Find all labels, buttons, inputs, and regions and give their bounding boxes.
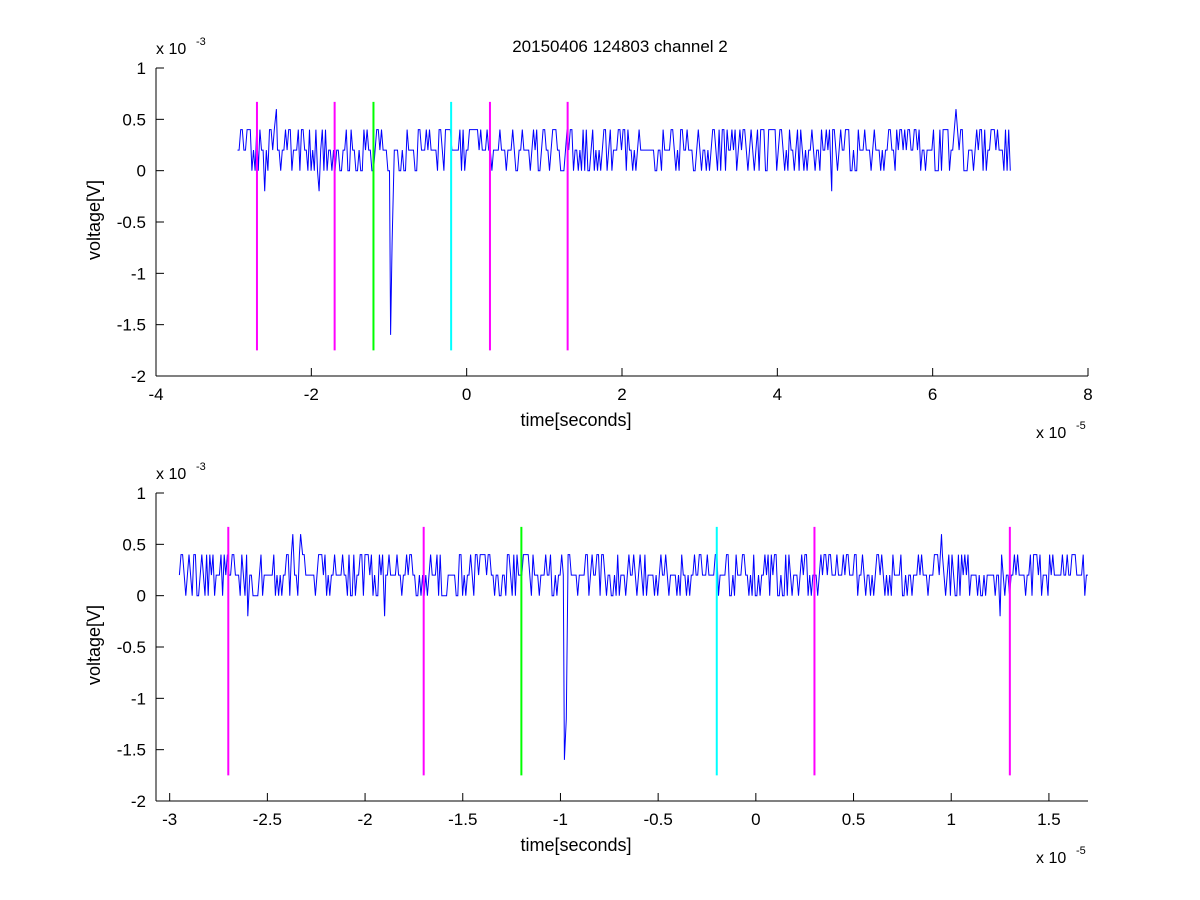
y-tick-label: -1.5 <box>117 316 146 335</box>
y-tick-label: -0.5 <box>117 213 146 232</box>
x-tick-label: -2.5 <box>253 810 282 829</box>
x-tick-label: 1 <box>946 810 955 829</box>
x-tick-label: -1.5 <box>448 810 477 829</box>
x-tick-label: 2 <box>617 385 626 404</box>
x-axis-label: time[seconds] <box>520 835 631 855</box>
x-tick-label: -4 <box>148 385 163 404</box>
x-tick-label: 6 <box>928 385 937 404</box>
y-multiplier-label: x 10 <box>156 466 186 483</box>
x-tick-label: -1 <box>553 810 568 829</box>
top-plot: -4 -2 0 2 4 6 8-2-1.5-1-0.500.51x 10 -3x 10 -5ti… <box>84 36 1093 442</box>
x-tick-label: 0 <box>751 810 760 829</box>
y-tick-label: -1.5 <box>117 741 146 760</box>
y-tick-label: -1 <box>131 689 146 708</box>
y-tick-label: 1 <box>137 59 146 78</box>
y-tick-label: 0 <box>137 587 146 606</box>
x-tick-label: -2 <box>304 385 319 404</box>
y-axis-label: voltage[V] <box>84 180 104 260</box>
y-tick-label: -1 <box>131 264 146 283</box>
y-tick-label: -0.5 <box>117 638 146 657</box>
x-tick-label: 8 <box>1083 385 1092 404</box>
x-tick-label: 1.5 <box>1037 810 1061 829</box>
y-tick-label: 0 <box>137 162 146 181</box>
x-tick-label: 4 <box>773 385 782 404</box>
voltage-trace <box>237 109 1011 335</box>
y-multiplier-exponent: -3 <box>196 36 206 48</box>
x-multiplier-exponent: -5 <box>1076 420 1086 432</box>
x-multiplier-label: x 10 <box>1036 425 1066 442</box>
y-tick-label: 1 <box>137 484 146 503</box>
y-multiplier-exponent: -3 <box>196 461 206 473</box>
voltage-trace <box>178 534 1088 760</box>
chart-title: 20150406 124803 channel 2 <box>512 37 728 56</box>
x-multiplier-label: x 10 <box>1036 850 1066 867</box>
y-tick-label: 0.5 <box>122 110 146 129</box>
y-multiplier-label: x 10 <box>156 41 186 58</box>
x-axis-label: time[seconds] <box>520 410 631 430</box>
x-tick-label: -2 <box>358 810 373 829</box>
x-tick-label: -3 <box>162 810 177 829</box>
x-tick-label: 0.5 <box>842 810 866 829</box>
y-tick-label: -2 <box>131 792 146 811</box>
x-multiplier-exponent: -5 <box>1076 845 1086 857</box>
y-tick-label: 0.5 <box>122 535 146 554</box>
x-tick-label: 0 <box>462 385 471 404</box>
y-tick-label: -2 <box>131 367 146 386</box>
x-tick-label: -0.5 <box>643 810 672 829</box>
y-axis-label: voltage[V] <box>84 605 104 685</box>
bottom-plot: -3 -2.5 -2 -1.5 -1 -0.5 0 0.5 1 1.5 -2 -1.5 -1 -0.5 0 0… <box>84 461 1088 867</box>
